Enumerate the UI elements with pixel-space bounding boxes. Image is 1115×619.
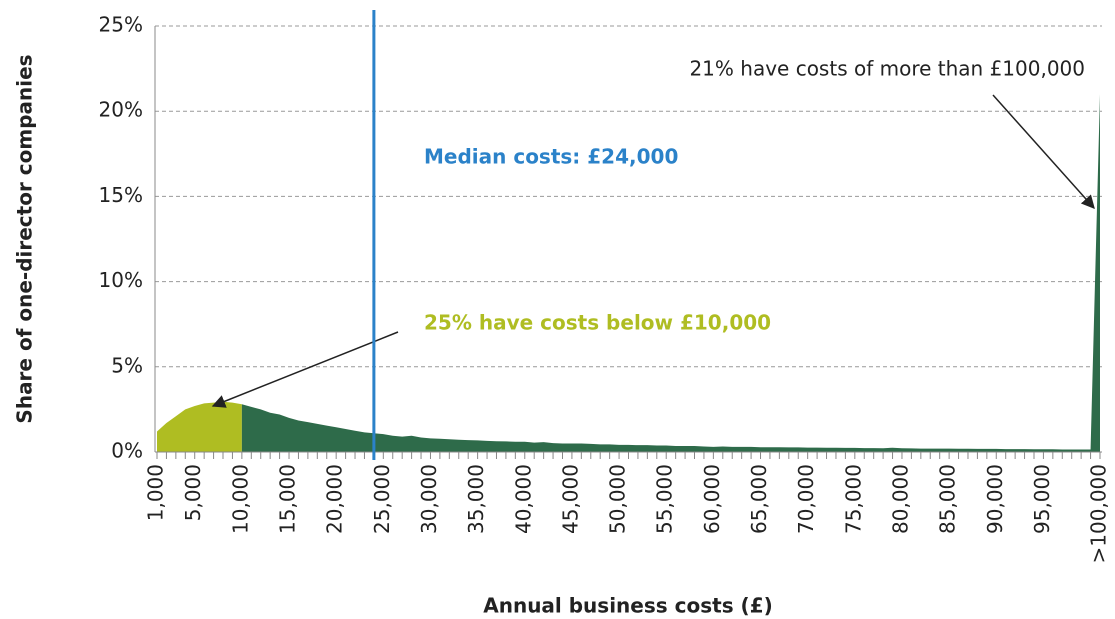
x-tick-label: 45,000	[558, 464, 582, 534]
x-tick-label: 90,000	[983, 464, 1007, 534]
x-tick-label: 85,000	[936, 464, 960, 534]
annotation: 21% have costs of more than £100,000	[689, 57, 1085, 81]
x-tick-label: 1,000	[144, 464, 168, 521]
y-tick-label: 5%	[111, 353, 143, 377]
annotation-arrow	[211, 331, 399, 408]
x-tick-label: >100,000	[1087, 464, 1111, 563]
annotation: 25% have costs below £10,000	[424, 311, 771, 335]
y-tick-label: 10%	[99, 268, 143, 292]
x-tick-label: 95,000	[1030, 464, 1054, 534]
x-tick-label: 20,000	[323, 464, 347, 534]
x-tick-label: 80,000	[888, 464, 912, 534]
y-tick-label: 15%	[99, 183, 143, 207]
y-tick-label: 0%	[111, 439, 143, 463]
x-tick-label: 5,000	[181, 464, 205, 521]
x-tick-label: 40,000	[511, 464, 535, 534]
x-tick-label: 55,000	[653, 464, 677, 534]
y-axis-label: Share of one-director companies	[13, 54, 37, 423]
x-tick-label: 60,000	[700, 464, 724, 534]
x-tick-label: 70,000	[794, 464, 818, 534]
x-tick-label: 25,000	[370, 464, 394, 534]
median-label: Median costs: £24,000	[424, 145, 678, 169]
x-tick-label: 50,000	[606, 464, 630, 534]
x-tick-label: 15,000	[276, 464, 300, 534]
x-tick-label: 75,000	[841, 464, 865, 534]
x-tick-label: 30,000	[417, 464, 441, 534]
annotation-arrow	[992, 94, 1095, 210]
x-tick-label: 35,000	[464, 464, 488, 534]
plot-area: 0% 5% 10% 15% 20% 25% 1,000 5,000 10,000 15,000 20…	[99, 13, 1111, 564]
y-tick-label: 20%	[99, 98, 143, 122]
x-tick-label: 65,000	[747, 464, 771, 534]
y-tick-label: 25%	[99, 13, 143, 37]
x-axis-label: Annual business costs (£)	[483, 594, 773, 618]
area	[157, 401, 242, 452]
x-tick-label: 10,000	[228, 464, 252, 534]
